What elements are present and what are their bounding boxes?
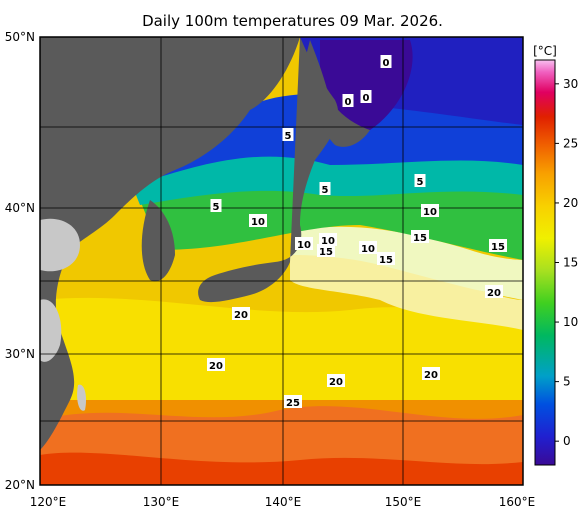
contour-label: 15 xyxy=(491,242,505,253)
contour-label: 15 xyxy=(319,247,333,258)
japan-landmass xyxy=(198,37,339,303)
contour-label-box xyxy=(411,230,429,243)
lon-label-160e: 160°E xyxy=(499,495,536,509)
contour-label-box xyxy=(489,239,507,252)
contour-label-box xyxy=(342,94,354,107)
contour-label: 10 xyxy=(297,240,311,251)
contour-label-box xyxy=(359,241,377,254)
contour-label: 0 xyxy=(383,58,390,69)
colorbar-tick-label: 25 xyxy=(563,136,578,150)
lon-label-130e: 130°E xyxy=(143,495,180,509)
contour-label-box xyxy=(414,174,426,187)
contour-label-box xyxy=(377,252,395,265)
colorbar-tick-label: 10 xyxy=(563,315,578,329)
contour-label-box xyxy=(249,214,267,227)
contour-label-box xyxy=(295,237,313,250)
contour-label-box xyxy=(360,90,372,103)
contour-label-box xyxy=(422,367,440,380)
contour-label: 0 xyxy=(363,93,370,104)
contour-label: 10 xyxy=(423,207,437,218)
contour-label: 10 xyxy=(321,236,335,247)
lat-label-20n: 20°N xyxy=(5,478,35,492)
contour-label: 10 xyxy=(251,217,265,228)
contour-label: 20 xyxy=(329,377,343,388)
contour-label-box xyxy=(232,307,250,320)
lat-label-50n: 50°N xyxy=(5,30,35,44)
colorbar-tick-label: 20 xyxy=(563,196,578,210)
colorbar-gradient xyxy=(534,59,556,466)
contour-label-box xyxy=(319,182,331,195)
contour-label: 5 xyxy=(417,177,424,188)
contour-label-box xyxy=(210,199,222,212)
contour-label: 20 xyxy=(209,361,223,372)
map-field xyxy=(40,37,523,485)
lon-label-150e: 150°E xyxy=(385,495,422,509)
contour-label-box xyxy=(282,128,294,141)
contour-label: 20 xyxy=(424,370,438,381)
lat-lon-grid xyxy=(40,37,523,485)
continent-landmass xyxy=(40,37,300,450)
map-frame xyxy=(39,36,524,486)
contour-label-box xyxy=(485,285,503,298)
contour-label: 10 xyxy=(361,244,375,255)
contour-label-box xyxy=(327,374,345,387)
lon-label-120e: 120°E xyxy=(30,495,67,509)
contour-label: 0 xyxy=(345,97,352,108)
contour-label-box xyxy=(317,244,335,257)
contour-label: 5 xyxy=(213,202,220,213)
colorbar-tick-label: 30 xyxy=(563,77,578,91)
map-title: Daily 100m temperatures 09 Mar. 2026. xyxy=(142,12,443,30)
contour-label-box xyxy=(380,55,392,68)
contour-label: 20 xyxy=(234,310,248,321)
contour-label-box xyxy=(207,358,225,371)
contour-label: 5 xyxy=(322,185,329,196)
contour-label: 20 xyxy=(487,288,501,299)
colorbar-tick-label: 5 xyxy=(563,375,571,389)
contour-label-box xyxy=(319,233,337,246)
colorbar-unit: [°C] xyxy=(533,44,557,58)
contour-label: 5 xyxy=(285,131,292,142)
lat-label-40n: 40°N xyxy=(5,201,35,215)
contour-label: 25 xyxy=(286,398,300,409)
contour-label: 15 xyxy=(413,233,427,244)
colorbar-tick-label: 0 xyxy=(563,434,571,448)
contour-label-box xyxy=(284,395,302,408)
lat-label-30n: 30°N xyxy=(5,347,35,361)
contour-label-box xyxy=(421,204,439,217)
colorbar-tick-label: 15 xyxy=(563,256,578,270)
contour-label: 15 xyxy=(379,255,393,266)
lon-label-140e: 140°E xyxy=(265,495,302,509)
colorbar: [°C] 30 25 20 15 10 5 0 xyxy=(533,44,578,466)
